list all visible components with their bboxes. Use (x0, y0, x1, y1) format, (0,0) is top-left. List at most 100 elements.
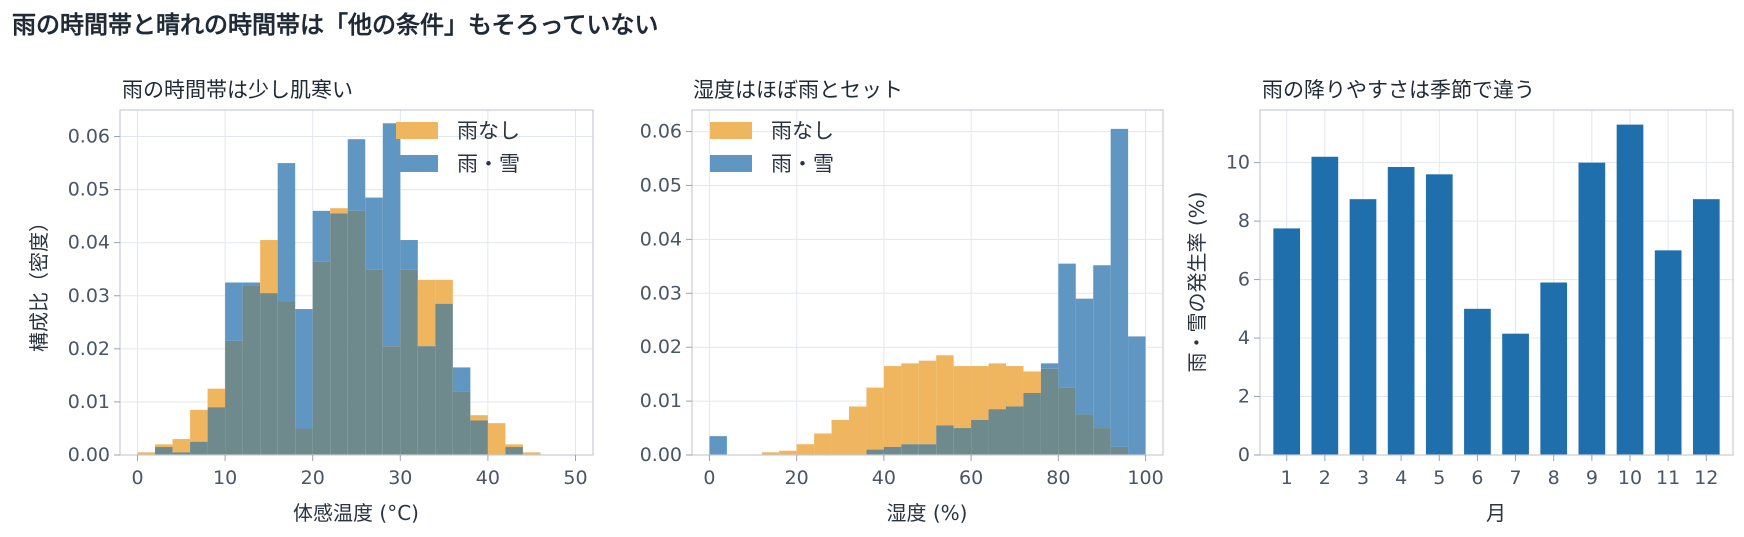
plot-frame (119, 109, 594, 456)
bar-month (1311, 156, 1339, 455)
bar-overlap (953, 428, 972, 455)
x-tick-label: 0 (131, 467, 143, 489)
bar-overlap (936, 425, 954, 455)
x-tick-label: 7 (1510, 467, 1522, 489)
bar-no-rain (155, 444, 173, 448)
bar-overlap (901, 444, 919, 455)
bar-no-rain (901, 363, 919, 445)
x-ticks: 0 10 20 30 40 50 (131, 455, 588, 489)
bar-month (1692, 199, 1720, 455)
y-tick-label: 0.05 (68, 179, 110, 201)
bar-no-rain (1006, 366, 1024, 407)
bar-no-rain (988, 363, 1006, 410)
bar-overlap (382, 346, 401, 455)
x-tick-label: 11 (1656, 467, 1680, 489)
x-tick-label: 50 (563, 467, 587, 489)
bar-no-rain (849, 406, 867, 455)
bar-month (1464, 308, 1491, 455)
bar-month (1616, 124, 1644, 455)
x-tick-label: 2 (1319, 467, 1331, 489)
x-tick-label: 40 (476, 467, 500, 489)
bar-month (1502, 333, 1529, 455)
bar-overlap (417, 346, 436, 455)
bar-overlap (330, 213, 348, 455)
x-tick-label: 30 (388, 467, 412, 489)
bar-overlap (225, 340, 243, 455)
bar-no-rain (330, 208, 348, 214)
bar-rain (225, 282, 243, 341)
y-tick-label: 0.04 (640, 228, 682, 250)
y-ticks: 0.00 0.01 0.02 0.03 0.04 0.05 0.06 (640, 121, 692, 466)
x-tick-label: 4 (1395, 467, 1407, 489)
y-axis-label: 雨・雪の発生率 (%) (1185, 192, 1209, 373)
x-tick-label: 3 (1357, 467, 1369, 489)
y-tick-label: 0.01 (640, 390, 682, 412)
bar-rain (1093, 265, 1111, 429)
y-axis-label: 構成比（密度） (27, 212, 51, 352)
bar-rain (1058, 263, 1076, 388)
bar-rain (295, 309, 313, 429)
bar-rain (400, 240, 418, 270)
y-tick-label: 0.06 (640, 121, 682, 143)
bar-no-rain (487, 423, 506, 455)
x-tick-label: 20 (301, 467, 325, 489)
bar-overlap (1006, 406, 1024, 455)
bar-overlap (1110, 446, 1129, 455)
bar-no-rain (522, 452, 541, 455)
bar-no-rain (761, 452, 780, 455)
y-tick-label: 0.03 (68, 285, 110, 307)
legend-label: 雨なし (457, 119, 520, 143)
bar-no-rain (505, 444, 523, 448)
x-ticks: 0 20 40 60 80 100 (703, 455, 1164, 489)
x-tick-label: 80 (1046, 467, 1070, 489)
y-tick-label: 4 (1238, 327, 1250, 349)
bar-overlap (470, 420, 488, 455)
panel-temperature: 雨の時間帯は少し肌寒い 0 10 20 30 40 50 0.00 0.01 0.02 0.03… (27, 78, 594, 525)
y-tick-label: 10 (1226, 152, 1250, 174)
x-tick-label: 8 (1548, 467, 1560, 489)
bar-rain (452, 367, 471, 392)
y-tick-label: 6 (1238, 269, 1250, 291)
y-tick-label: 0.01 (68, 391, 110, 413)
bar-rain (709, 436, 727, 455)
x-axis-label: 月 (1486, 501, 1506, 525)
bar-overlap (1093, 428, 1111, 455)
bar-no-rain (1023, 371, 1041, 394)
plot-frame (691, 109, 1164, 456)
y-tick-label: 0.02 (68, 338, 110, 360)
bar-overlap (347, 210, 366, 455)
bar-no-rain (936, 355, 954, 426)
bar-no-rain (260, 240, 278, 294)
bar-no-rain (172, 439, 191, 453)
x-tick-label: 10 (213, 467, 237, 489)
panel-title: 雨の降りやすさは季節で違う (1262, 78, 1535, 102)
x-tick-label: 5 (1433, 467, 1445, 489)
y-tick-label: 2 (1238, 386, 1250, 408)
bar-overlap (866, 449, 884, 455)
legend-swatch (710, 122, 752, 139)
x-tick-label: 40 (872, 467, 896, 489)
y-ticks: 0.00 0.01 0.02 0.03 0.04 0.05 0.06 (68, 126, 120, 466)
y-tick-label: 8 (1238, 210, 1250, 232)
x-tick-label: 12 (1694, 467, 1718, 489)
bar-no-rain (207, 388, 226, 408)
bar-overlap (505, 447, 523, 455)
bar-month (1654, 250, 1682, 455)
bar-month (1387, 167, 1415, 456)
x-axis-label: 湿度 (%) (887, 501, 968, 525)
bar-rain (277, 163, 296, 302)
bar-overlap (1040, 368, 1059, 455)
bar-overlap (883, 446, 902, 455)
bar-rain (365, 197, 383, 270)
bar-no-rain (137, 452, 156, 455)
y-ticks: 0 2 4 6 8 10 (1226, 152, 1260, 466)
y-tick-label: 0.03 (640, 282, 682, 304)
bar-no-rain (190, 409, 208, 442)
y-tick-label: 0.00 (640, 444, 682, 466)
bar-rain (1128, 336, 1146, 455)
bar-no-rain (470, 415, 488, 421)
legend-swatch (396, 122, 438, 139)
